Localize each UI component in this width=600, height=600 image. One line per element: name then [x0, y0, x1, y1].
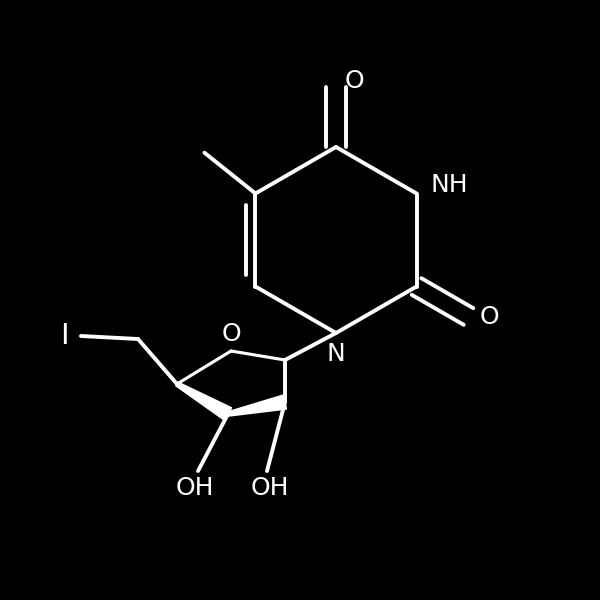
Text: O: O	[479, 305, 499, 329]
Text: I: I	[60, 322, 68, 350]
Text: O: O	[344, 69, 364, 93]
Text: NH: NH	[431, 173, 469, 196]
Text: O: O	[221, 322, 241, 346]
Text: OH: OH	[176, 476, 214, 500]
Polygon shape	[227, 395, 286, 416]
Text: OH: OH	[251, 476, 289, 500]
Polygon shape	[176, 382, 232, 420]
Text: N: N	[326, 342, 346, 366]
